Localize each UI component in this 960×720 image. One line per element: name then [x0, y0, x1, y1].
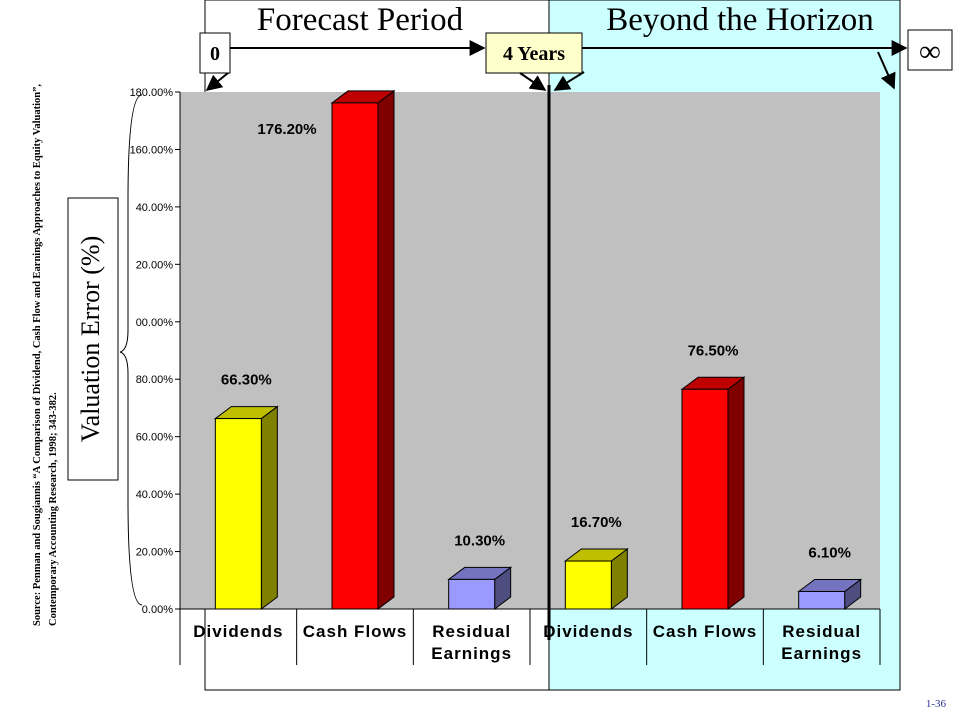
y-tick-label: 00.00% — [136, 317, 174, 329]
marker-box — [199, 32, 231, 74]
value-label: 176.20% — [257, 121, 316, 138]
x-tick-label: Cash Flows — [302, 622, 408, 641]
bar-front — [798, 590, 846, 610]
value-label: 6.10% — [808, 544, 851, 561]
y-tick-label: 0.00% — [142, 604, 173, 616]
bar — [330, 89, 396, 610]
y-tick-label: 40.00% — [136, 202, 174, 214]
value-label: 66.30% — [221, 372, 272, 389]
y-tick-label: 180.00% — [130, 87, 174, 99]
x-tick-label: Dividends — [543, 622, 634, 641]
bar-front — [564, 560, 612, 610]
x-tick-label: Dividends — [193, 622, 284, 641]
bar — [447, 566, 513, 610]
y-axis-label: Valuation Error (%) — [76, 236, 105, 442]
bar — [797, 578, 863, 610]
bar-front — [331, 102, 379, 610]
x-tick-label: Residual Earnings — [431, 622, 513, 663]
page-number: 1-36 — [925, 698, 946, 710]
value-label: 16.70% — [571, 514, 622, 531]
marker-box — [907, 29, 953, 71]
marker-start: 0 — [210, 43, 220, 65]
bar-side — [260, 405, 278, 610]
x-tick-label: Residual Earnings — [781, 622, 863, 663]
y-tick-label: 20.00% — [136, 547, 174, 559]
bar — [680, 376, 746, 610]
brace — [119, 94, 143, 606]
bar-front — [681, 388, 729, 610]
value-label: 76.50% — [688, 342, 739, 359]
header-right: Beyond the Horizon — [606, 2, 874, 38]
plot-area — [180, 92, 880, 609]
value-label: 10.30% — [454, 532, 505, 549]
y-tick-label: 20.00% — [136, 259, 174, 271]
bar-front — [214, 418, 262, 610]
x-tick-label: Cash Flows — [652, 622, 758, 641]
y-tick-label: 60.00% — [136, 432, 174, 444]
y-tick-label: 160.00% — [130, 144, 174, 156]
marker-end: ∞ — [919, 35, 940, 68]
marker-box — [485, 32, 583, 74]
bar-side — [727, 376, 745, 610]
source-note: Source: Penman and Sougiannis “A Compari… — [32, 84, 59, 626]
y-tick-label: 80.00% — [136, 374, 174, 386]
header-left: Forecast Period — [257, 2, 464, 38]
arrows — [205, 40, 908, 92]
ylabel-box — [67, 197, 119, 481]
bar — [563, 548, 629, 610]
y-tick-label: 40.00% — [136, 489, 174, 501]
bar-front — [448, 578, 496, 610]
marker-mid: 4 Years — [503, 43, 565, 65]
bar — [213, 405, 279, 610]
bar-side — [377, 89, 395, 610]
